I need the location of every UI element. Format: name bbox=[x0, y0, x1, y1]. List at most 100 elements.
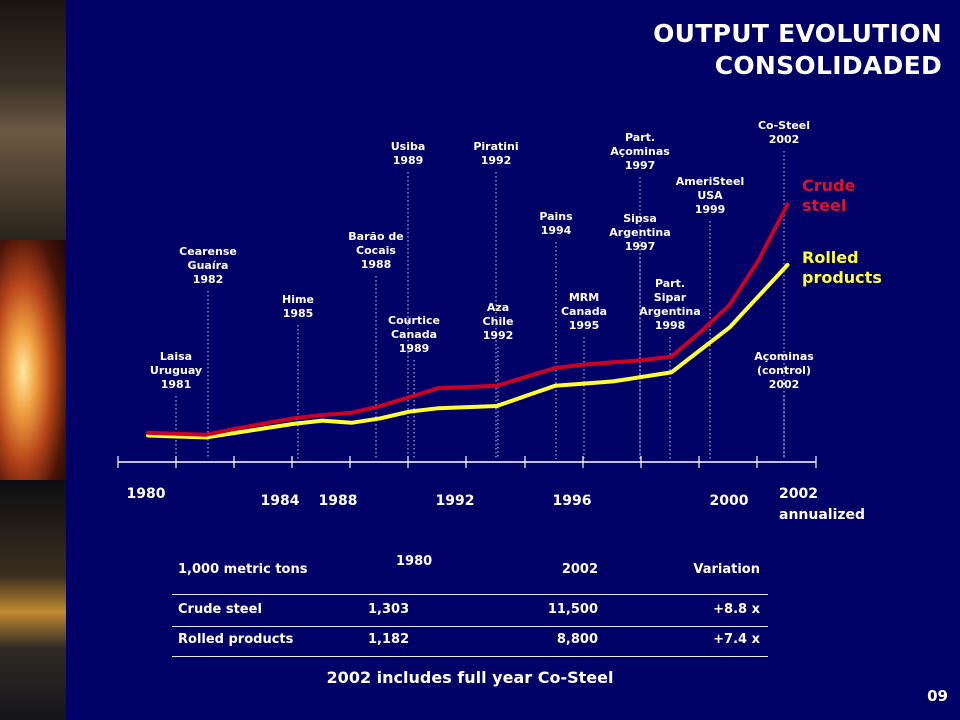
annotation-line: Part. bbox=[655, 277, 685, 290]
annotation-label: Co-Steel 2002 bbox=[758, 119, 810, 146]
annotation-line: Uruguay bbox=[150, 364, 202, 377]
legend-line: Rolled bbox=[802, 248, 859, 267]
annotation-line: (control) bbox=[757, 364, 811, 377]
chart-legend: Crude steel Rolled products bbox=[802, 176, 882, 287]
x-tick-label: 2000 bbox=[710, 493, 749, 509]
x-tick-labels: 1980 1984 1988 1992 1996 2000 2002 annualized bbox=[127, 486, 866, 523]
row-variation: +7.4 x bbox=[713, 632, 760, 647]
crude-steel-line bbox=[146, 202, 790, 437]
annotation-label: MRM Canada 1995 bbox=[561, 291, 607, 332]
annotation-line: Argentina bbox=[609, 226, 670, 239]
annotation-label: Pains 1994 bbox=[539, 210, 573, 237]
row-value-1980: 1,303 bbox=[368, 602, 410, 617]
footnote-text: 2002 includes full year Co-Steel bbox=[326, 668, 614, 687]
legend-rolled-products: Rolled products bbox=[802, 248, 882, 287]
annotation-line: Laisa bbox=[160, 350, 192, 363]
title-line-2: CONSOLIDADED bbox=[714, 51, 942, 80]
annotation-line: 1981 bbox=[161, 378, 192, 391]
hot-coil-photo bbox=[0, 240, 66, 480]
x-tick-label: 1980 bbox=[127, 486, 166, 502]
x-tick-label: annualized bbox=[779, 507, 865, 523]
annotation-label: Barão de Cocais 1988 bbox=[348, 230, 403, 271]
annotation-label: Piratini 1992 bbox=[473, 140, 518, 167]
annotation-line: Guaíra bbox=[188, 259, 229, 272]
annotation-line: Cearense bbox=[179, 245, 237, 258]
annotation-line: 1989 bbox=[399, 342, 430, 355]
steel-mill-photo-top bbox=[0, 0, 66, 240]
annotation-label: Part. Açominas 1997 bbox=[610, 131, 670, 172]
x-axis bbox=[117, 456, 817, 468]
annotation-line: 1985 bbox=[283, 307, 314, 320]
annotation-line: 1997 bbox=[625, 240, 656, 253]
header-variation: Variation bbox=[693, 562, 760, 577]
x-tick-label: 1992 bbox=[436, 493, 475, 509]
annotation-line: 2002 bbox=[769, 378, 800, 391]
annotation-line: Canada bbox=[391, 328, 437, 341]
annotation-line: Açominas bbox=[610, 145, 670, 158]
annotation-line: 1999 bbox=[695, 203, 726, 216]
annotation-line: Co-Steel bbox=[758, 119, 810, 132]
annotation-label: Part. Sipar Argentina 1998 bbox=[639, 277, 700, 332]
annotation-line: Açominas bbox=[754, 350, 814, 363]
rolling-mill-photo bbox=[0, 480, 66, 720]
footnote: 2002 includes full year Co-Steel bbox=[0, 668, 940, 687]
annotation-line: 1988 bbox=[361, 258, 392, 271]
annotation-line: 2002 bbox=[769, 133, 800, 146]
legend-line: Crude bbox=[802, 176, 855, 195]
table-row: Crude steel 1,303 11,500 +8.8 x bbox=[172, 596, 768, 626]
table-header-row: 1,000 metric tons 1980 2002 Variation bbox=[172, 554, 768, 586]
annotation-line: Barão de bbox=[348, 230, 403, 243]
annotation-line: Piratini bbox=[473, 140, 518, 153]
annotation-line: 1989 bbox=[393, 154, 424, 167]
annotation-line: Canada bbox=[561, 305, 607, 318]
header-units: 1,000 metric tons bbox=[178, 562, 308, 577]
x-tick-label: 1996 bbox=[553, 493, 592, 509]
annotation-label: Cearense Guaíra 1982 bbox=[179, 245, 237, 286]
side-photo-strip bbox=[0, 0, 66, 720]
page-number: 09 bbox=[927, 687, 948, 705]
annotation-label: Courtice Canada 1989 bbox=[388, 314, 440, 355]
annotation-line: 1995 bbox=[569, 319, 600, 332]
annotation-line: 1992 bbox=[481, 154, 512, 167]
legend-line: steel bbox=[802, 196, 846, 215]
row-variation: +8.8 x bbox=[713, 602, 760, 617]
header-1980: 1980 bbox=[396, 554, 433, 569]
annotation-line: Sipar bbox=[654, 291, 687, 304]
annotation-label: Aza Chile 1992 bbox=[483, 301, 514, 342]
annotation-line: Argentina bbox=[639, 305, 700, 318]
annotation-line: Cocais bbox=[356, 244, 396, 257]
annotation-label: Açominas (control) 2002 bbox=[754, 350, 814, 391]
row-label: Crude steel bbox=[178, 602, 262, 617]
annotation-line: Courtice bbox=[388, 314, 440, 327]
annotation-line: 1982 bbox=[193, 273, 224, 286]
annotation-line: Usiba bbox=[391, 140, 426, 153]
annotation-label: Hime 1985 bbox=[282, 293, 314, 320]
title-line-1: OUTPUT EVOLUTION bbox=[653, 19, 942, 48]
annotation-line: 1998 bbox=[655, 319, 686, 332]
table-divider bbox=[172, 656, 768, 657]
output-table: 1,000 metric tons 1980 2002 Variation Cr… bbox=[172, 554, 768, 657]
annotation-line: 1997 bbox=[625, 159, 656, 172]
row-value-1980: 1,182 bbox=[368, 632, 410, 647]
table-row: Rolled products 1,182 8,800 +7.4 x bbox=[172, 626, 768, 656]
annotation-label: AmeriSteel USA 1999 bbox=[676, 175, 745, 216]
row-label: Rolled products bbox=[178, 632, 294, 647]
legend-crude-steel: Crude steel bbox=[802, 176, 855, 215]
annotation-line: Part. bbox=[625, 131, 655, 144]
annotation-line: Hime bbox=[282, 293, 314, 306]
rolled-products-line bbox=[146, 262, 790, 440]
annotation-line: 1992 bbox=[483, 329, 514, 342]
table-divider bbox=[172, 626, 768, 627]
annotation-line: AmeriSteel bbox=[676, 175, 745, 188]
annotation-line: MRM bbox=[569, 291, 599, 304]
annotation-label: Laisa Uruguay 1981 bbox=[150, 350, 202, 391]
table-divider bbox=[172, 594, 768, 595]
x-tick-label: 2002 bbox=[779, 486, 818, 502]
annotation-label: Sipsa Argentina 1997 bbox=[609, 212, 670, 253]
annotation-line: Aza bbox=[487, 301, 509, 314]
x-tick-label: 1988 bbox=[319, 493, 358, 509]
annotation-line: Pains bbox=[539, 210, 573, 223]
page-title: OUTPUT EVOLUTION CONSOLIDADED bbox=[653, 18, 942, 82]
